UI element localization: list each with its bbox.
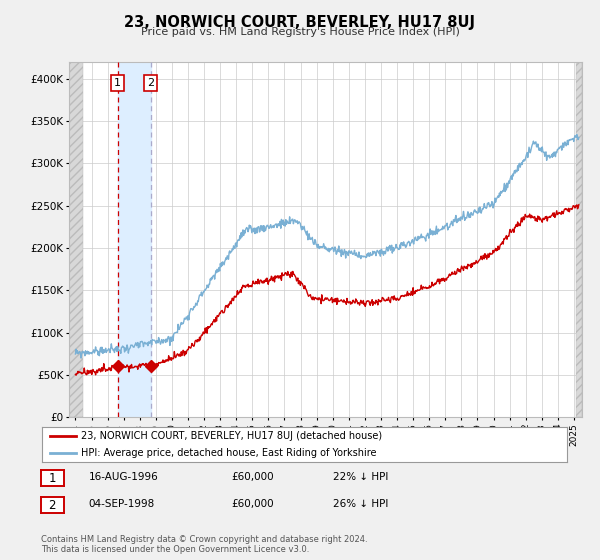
Text: 23, NORWICH COURT, BEVERLEY, HU17 8UJ (detached house): 23, NORWICH COURT, BEVERLEY, HU17 8UJ (d… bbox=[82, 431, 383, 441]
Text: 23, NORWICH COURT, BEVERLEY, HU17 8UJ: 23, NORWICH COURT, BEVERLEY, HU17 8UJ bbox=[125, 15, 476, 30]
Text: 16-AUG-1996: 16-AUG-1996 bbox=[89, 472, 158, 482]
Text: 1: 1 bbox=[114, 78, 121, 88]
Text: 2: 2 bbox=[49, 498, 56, 512]
Text: Price paid vs. HM Land Registry's House Price Index (HPI): Price paid vs. HM Land Registry's House … bbox=[140, 27, 460, 37]
Text: HPI: Average price, detached house, East Riding of Yorkshire: HPI: Average price, detached house, East… bbox=[82, 448, 377, 458]
Text: 04-SEP-1998: 04-SEP-1998 bbox=[89, 499, 155, 509]
Text: £60,000: £60,000 bbox=[231, 472, 274, 482]
Text: 22% ↓ HPI: 22% ↓ HPI bbox=[333, 472, 388, 482]
Text: 2: 2 bbox=[147, 78, 154, 88]
Text: Contains HM Land Registry data © Crown copyright and database right 2024.: Contains HM Land Registry data © Crown c… bbox=[41, 535, 367, 544]
Text: This data is licensed under the Open Government Licence v3.0.: This data is licensed under the Open Gov… bbox=[41, 545, 309, 554]
Text: £60,000: £60,000 bbox=[231, 499, 274, 509]
Bar bbox=[118, 62, 151, 417]
Text: 1: 1 bbox=[49, 472, 56, 485]
Text: 26% ↓ HPI: 26% ↓ HPI bbox=[333, 499, 388, 509]
